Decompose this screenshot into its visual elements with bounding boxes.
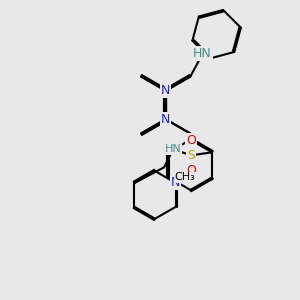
Text: O: O [186,134,196,147]
Text: HN: HN [193,47,212,60]
Text: N: N [161,84,170,97]
Text: HN: HN [165,144,182,154]
Text: CH₃: CH₃ [175,172,196,182]
Text: N: N [171,176,180,190]
Text: N: N [161,113,170,126]
Text: O: O [186,164,196,177]
Text: S: S [187,149,195,162]
